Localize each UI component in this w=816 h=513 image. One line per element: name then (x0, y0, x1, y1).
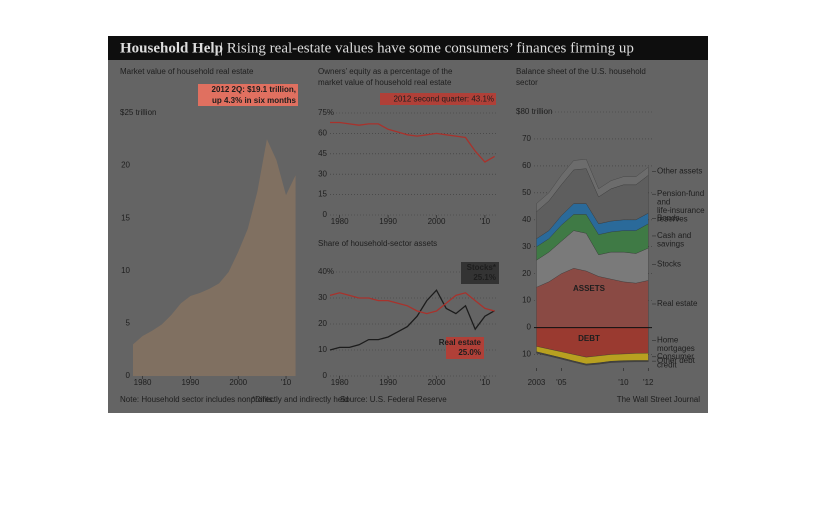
stacked-area (536, 159, 649, 213)
series-label-box (446, 337, 484, 359)
annotation-box (380, 93, 496, 105)
y-tick-label: 5 (126, 319, 131, 328)
legend-label: Stocks (657, 259, 681, 268)
x-tick-label: 2000 (428, 378, 446, 387)
annotation: 2012 second quarter: 43.1% (393, 95, 494, 104)
y-tick-label: 0 (323, 371, 328, 380)
x-tick-label: '10 (480, 378, 491, 387)
y-tick-label: $80 trillion (516, 107, 552, 116)
legend-label: Bonds (657, 214, 680, 223)
x-tick-label: '10 (281, 378, 292, 387)
legend-label: Consumer credit (657, 352, 694, 370)
y-tick-label: 10 (318, 345, 327, 354)
y-tick-label: 40% (318, 267, 334, 276)
line (329, 292, 495, 315)
x-tick-label: '10 (480, 217, 491, 226)
annotation: 2012 2Q: $19.1 trillion, (212, 85, 296, 94)
y-tick-label: 20 (522, 269, 531, 278)
y-tick-label: 20 (318, 319, 327, 328)
y-tick-label: 10 (121, 266, 130, 275)
footnote: *Directly and indirectly held (252, 395, 349, 404)
y-tick-label: 30 (318, 169, 327, 178)
y-tick-label: 70 (522, 134, 531, 143)
chart-title: Market value of household real estate (120, 67, 254, 76)
chart-title: Owners’ equity as a percentage of the mar… (318, 67, 453, 87)
legend-label: Stocks* (467, 263, 497, 272)
source: Source: U.S. Federal Reserve (340, 395, 447, 404)
title-bar (108, 36, 708, 60)
y-tick-label: 60 (318, 129, 327, 138)
end-label: 25.0% (458, 348, 481, 357)
x-tick-label: '10 (618, 378, 629, 387)
x-tick-label: 2000 (229, 378, 247, 387)
y-tick-label: 30 (522, 242, 531, 251)
x-tick-label: 2003 (528, 378, 546, 387)
line (330, 121, 495, 163)
legend-label: Other debt (657, 356, 696, 365)
legend-label: Cash and savings (657, 231, 691, 249)
series-label-box (461, 262, 499, 284)
credit: The Wall Street Journal (617, 395, 701, 404)
legend-label: Real estate (439, 338, 482, 347)
y-tick-label: 0 (527, 323, 532, 332)
x-tick-label: 2000 (428, 217, 446, 226)
area (133, 139, 296, 376)
x-tick-label: 1990 (379, 378, 397, 387)
title: Household Help (120, 40, 223, 56)
end-label: 25.1% (473, 273, 496, 282)
y-tick-label: 30 (318, 293, 327, 302)
chart-title: Share of household-sector assets (318, 239, 437, 248)
y-tick-label: $25 trillion (120, 108, 156, 117)
line (329, 289, 495, 351)
note: Note: Household sector includes nonprofi… (120, 395, 275, 404)
y-tick-label: 10 (522, 350, 531, 359)
x-tick-label: 1980 (331, 217, 349, 226)
legend-label: Home mortgages (657, 335, 695, 353)
annotation: up 4.3% in six months (212, 96, 297, 105)
y-tick-label: 15 (318, 190, 327, 199)
x-tick-label: 1980 (331, 378, 349, 387)
y-tick-label: 15 (121, 213, 130, 222)
y-tick-label: 0 (126, 371, 131, 380)
x-tick-label: 1990 (181, 378, 199, 387)
section-label: ASSETS (573, 284, 606, 293)
x-tick-label: 1990 (379, 217, 397, 226)
y-tick-label: 20 (121, 161, 130, 170)
y-tick-label: 40 (522, 215, 531, 224)
y-tick-label: 60 (522, 161, 531, 170)
stacked-area (536, 351, 649, 366)
y-tick-label: 0 (323, 210, 328, 219)
annotation-box (198, 84, 298, 95)
chart-title: Balance sheet of the U.S. household secto… (516, 67, 646, 87)
legend-label: Pension-fund and life-insurance reserves (657, 189, 705, 224)
y-tick-label: 75% (318, 108, 334, 117)
x-tick-label: '12 (643, 378, 654, 387)
x-tick-label: 1980 (134, 378, 152, 387)
legend-label: Real estate (657, 299, 698, 308)
legend-label: Other assets (657, 166, 702, 175)
y-tick-label: 50 (522, 188, 531, 197)
subtitle: | Rising real-estate values have some co… (220, 40, 634, 56)
section-label: DEBT (578, 334, 600, 343)
y-tick-label: 45 (318, 149, 327, 158)
y-tick-label: 10 (522, 296, 531, 305)
annotation-box (198, 95, 298, 106)
x-tick-label: '05 (556, 378, 567, 387)
